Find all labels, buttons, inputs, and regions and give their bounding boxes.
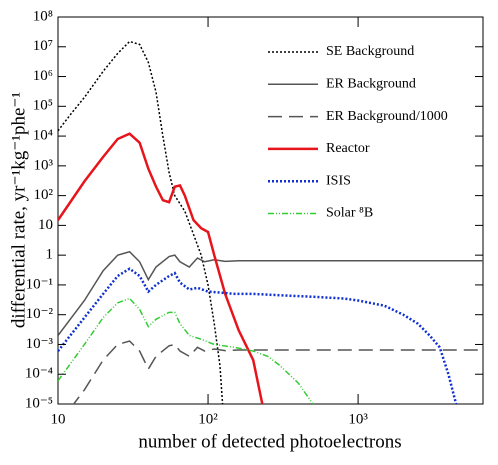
series-line xyxy=(72,340,483,404)
y-tick-label: 10⁶ xyxy=(33,68,53,84)
legend-label: SE Background xyxy=(326,44,414,59)
legend-label: ER Background xyxy=(326,77,416,92)
y-axis-title: differential rate, yr⁻¹kg⁻¹phe⁻¹ xyxy=(8,92,29,329)
y-tick-label: 10⁻² xyxy=(26,306,54,322)
series-line xyxy=(58,40,224,404)
plot-frame xyxy=(57,16,484,405)
y-tick-label: 10⁻¹ xyxy=(26,276,53,292)
y-tick-label: 10³ xyxy=(34,157,54,173)
legend-label: Solar ⁸B xyxy=(326,206,373,221)
y-tick-label: 10⁸ xyxy=(33,8,53,24)
series-group xyxy=(58,40,483,404)
y-tick-label: 10⁷ xyxy=(33,38,53,54)
series-line xyxy=(58,132,264,404)
y-tick-label: 10⁻⁵ xyxy=(25,395,53,411)
y-tick-label: 10 xyxy=(38,217,53,233)
y-tick-label: 10⁵ xyxy=(33,98,53,114)
y-tick-label: 10² xyxy=(34,187,54,203)
series-line xyxy=(58,267,458,404)
series-line xyxy=(58,297,314,404)
legend-label: Reactor xyxy=(326,141,370,156)
legend-label: ISIS xyxy=(326,173,351,188)
y-tick-label: 10⁻³ xyxy=(26,336,54,352)
x-axis-title: number of detected photoelectrons xyxy=(138,431,401,452)
legend-label: ER Background/1000 xyxy=(326,109,448,124)
x-tick-label: 10² xyxy=(198,411,218,427)
y-tick-label: 10⁻⁴ xyxy=(25,366,53,382)
x-tick-label: 10³ xyxy=(348,411,368,427)
y-tick-label: 10⁴ xyxy=(33,128,53,144)
y-tick-label: 1 xyxy=(46,247,54,263)
x-tick-label: 10 xyxy=(51,411,66,427)
